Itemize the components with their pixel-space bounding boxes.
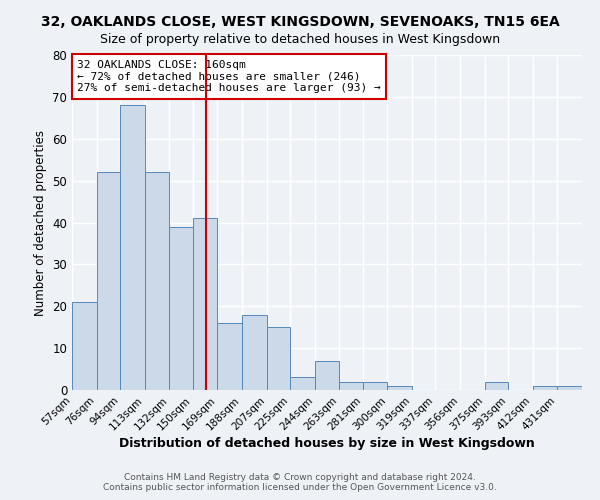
Text: 32 OAKLANDS CLOSE: 160sqm
← 72% of detached houses are smaller (246)
27% of semi: 32 OAKLANDS CLOSE: 160sqm ← 72% of detac… [77, 60, 381, 93]
Bar [169, 226, 193, 390]
Text: Size of property relative to detached houses in West Kingsdown: Size of property relative to detached ho… [100, 32, 500, 46]
Bar [242, 314, 266, 390]
Bar [266, 327, 290, 390]
Bar [145, 172, 169, 390]
Bar [533, 386, 557, 390]
Bar [72, 302, 97, 390]
Text: Contains HM Land Registry data © Crown copyright and database right 2024.
Contai: Contains HM Land Registry data © Crown c… [103, 473, 497, 492]
Bar [557, 386, 582, 390]
Bar [485, 382, 508, 390]
Bar [217, 323, 242, 390]
X-axis label: Distribution of detached houses by size in West Kingsdown: Distribution of detached houses by size … [119, 438, 535, 450]
Bar [193, 218, 217, 390]
Bar [362, 382, 388, 390]
Bar [290, 378, 314, 390]
Y-axis label: Number of detached properties: Number of detached properties [34, 130, 47, 316]
Text: 32, OAKLANDS CLOSE, WEST KINGSDOWN, SEVENOAKS, TN15 6EA: 32, OAKLANDS CLOSE, WEST KINGSDOWN, SEVE… [41, 15, 559, 29]
Bar [340, 382, 362, 390]
Bar [120, 106, 145, 390]
Bar [388, 386, 412, 390]
Bar [314, 360, 340, 390]
Bar [97, 172, 120, 390]
